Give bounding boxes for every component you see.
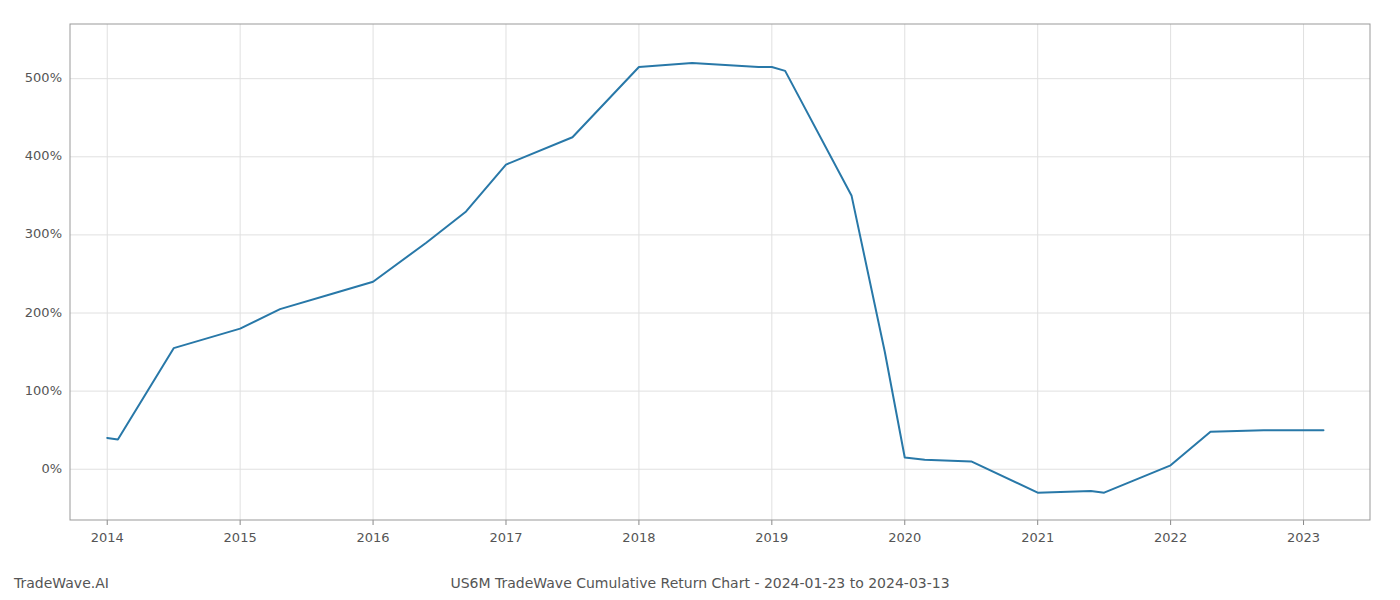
- line-series: [107, 63, 1323, 493]
- x-tick-mark: [1170, 520, 1171, 525]
- x-tick-mark: [1303, 520, 1304, 525]
- y-grid-line: [70, 234, 1370, 235]
- x-tick-label: 2022: [1154, 530, 1187, 545]
- y-grid-line: [70, 156, 1370, 157]
- x-grid-line: [771, 24, 772, 520]
- y-grid-line: [70, 78, 1370, 79]
- x-tick-mark: [638, 520, 639, 525]
- y-tick-label: 500%: [25, 70, 62, 85]
- x-grid-line: [904, 24, 905, 520]
- y-grid-line: [70, 469, 1370, 470]
- x-grid-line: [638, 24, 639, 520]
- x-tick-label: 2023: [1287, 530, 1320, 545]
- y-grid-line: [70, 391, 1370, 392]
- x-tick-label: 2017: [489, 530, 522, 545]
- watermark: TradeWave.AI: [13, 575, 109, 591]
- y-tick-label: 200%: [25, 305, 62, 320]
- x-grid-line: [373, 24, 374, 520]
- y-tick-label: 0%: [41, 461, 62, 476]
- x-tick-mark: [904, 520, 905, 525]
- x-grid-line: [1037, 24, 1038, 520]
- axes: 0% 100% 200% 300% 400% 500% 2014 2015 2016 2017 20…: [25, 24, 1370, 545]
- chart-svg: 0% 100% 200% 300% 400% 500% 2014 2015 2016 2017 20…: [0, 0, 1400, 600]
- x-tick-label: 2014: [91, 530, 124, 545]
- x-tick-label: 2018: [622, 530, 655, 545]
- grid: [70, 24, 1370, 520]
- x-tick-mark: [373, 520, 374, 525]
- plot-frame: [70, 24, 1370, 520]
- y-tick-label: 300%: [25, 226, 62, 241]
- x-tick-label: 2015: [224, 530, 257, 545]
- x-tick-label: 2021: [1021, 530, 1054, 545]
- chart-container: 0% 100% 200% 300% 400% 500% 2014 2015 2016 2017 20…: [0, 0, 1400, 600]
- series-group: [107, 63, 1323, 493]
- x-tick-label: 2020: [888, 530, 921, 545]
- x-grid-line: [1170, 24, 1171, 520]
- chart-title: US6M TradeWave Cumulative Return Chart -…: [450, 575, 949, 591]
- x-grid-line: [505, 24, 506, 520]
- x-tick-label: 2016: [357, 530, 390, 545]
- x-tick-mark: [1037, 520, 1038, 525]
- y-tick-label: 400%: [25, 148, 62, 163]
- x-tick-mark: [240, 520, 241, 525]
- x-grid-line: [1303, 24, 1304, 520]
- y-grid-line: [70, 313, 1370, 314]
- x-grid-line: [107, 24, 108, 520]
- x-grid-line: [240, 24, 241, 520]
- y-tick-label: 100%: [25, 383, 62, 398]
- x-tick-mark: [505, 520, 506, 525]
- x-tick-label: 2019: [755, 530, 788, 545]
- x-tick-mark: [107, 520, 108, 525]
- footer: TradeWave.AI US6M TradeWave Cumulative Re…: [13, 575, 950, 591]
- x-tick-mark: [771, 520, 772, 525]
